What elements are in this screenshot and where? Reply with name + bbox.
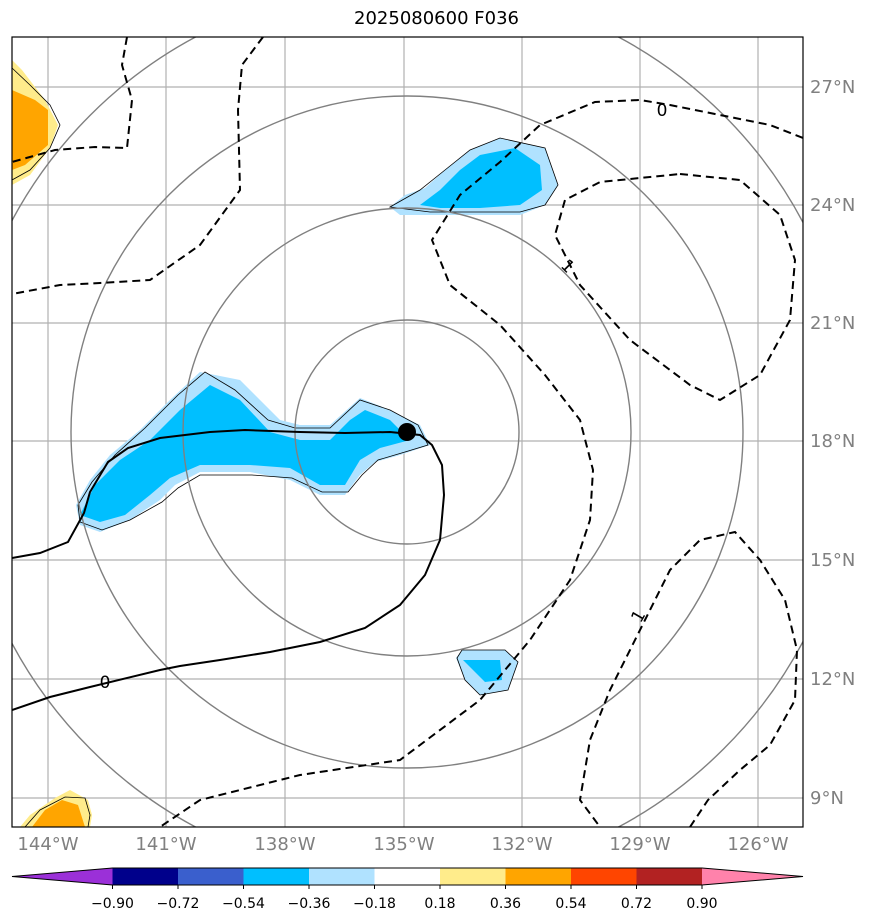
colorbar-tick-label: −0.72 <box>157 896 200 912</box>
lon-tick-label: 129°W <box>609 834 670 855</box>
colorbar-tick-label: 0.18 <box>424 896 455 912</box>
lon-axis: 144°W 141°W 138°W 135°W 132°W 129°W 126°… <box>17 834 788 855</box>
colorbar-ticks: −0.90 −0.72 −0.54 −0.36 −0.18 0.18 0.36 … <box>91 896 718 912</box>
dashed-contours <box>12 37 803 827</box>
colorbar-tick-label: −0.54 <box>222 896 265 912</box>
lat-tick-label: 18°N <box>810 431 855 452</box>
colorbar-segment <box>571 868 637 885</box>
colorbar-segment <box>112 868 179 885</box>
lat-tick-label: 9°N <box>810 788 844 809</box>
colorbar-segment <box>636 868 703 885</box>
lon-tick-label: 126°W <box>727 834 788 855</box>
lat-tick-label: 15°N <box>810 550 855 571</box>
colorbar-segment <box>374 868 441 885</box>
colorbar-tick-label: 0.72 <box>621 896 652 912</box>
colorbar-tick-label: −0.18 <box>353 896 396 912</box>
colorbar-segment <box>505 868 572 885</box>
lat-tick-label: 24°N <box>810 195 855 216</box>
lat-tick-label: 27°N <box>810 77 855 98</box>
contour-label: 0 <box>100 673 111 693</box>
contour-label: 0 <box>657 101 668 121</box>
colorbar-segment <box>243 868 310 885</box>
colorbar-segment <box>178 868 244 885</box>
map-title: 2025080600 F036 <box>354 8 519 29</box>
lon-tick-label: 132°W <box>491 834 552 855</box>
map-area: 0 1 1 0 <box>12 37 803 827</box>
colorbar <box>11 867 804 889</box>
lon-tick-label: 141°W <box>135 834 196 855</box>
storm-center-marker <box>398 423 416 441</box>
lon-tick-label: 135°W <box>373 834 434 855</box>
colorbar-tick-label: 0.90 <box>686 896 717 912</box>
map-frame <box>11 36 804 828</box>
solid-contour <box>12 428 446 711</box>
colorbar-tick-label: −0.36 <box>288 896 331 912</box>
fill-positive-top-left-core <box>12 90 48 170</box>
colorbar-extend-high <box>702 868 803 885</box>
colorbar-tick-label: 0.36 <box>490 896 521 912</box>
lat-tick-label: 21°N <box>810 313 855 334</box>
colorbar-segment <box>309 868 375 885</box>
colorbar-segment <box>440 868 506 885</box>
lat-tick-label: 12°N <box>810 669 855 690</box>
colorbar-tick-label: 0.54 <box>555 896 586 912</box>
colorbar-extend-low <box>12 868 113 885</box>
lon-tick-label: 144°W <box>17 834 78 855</box>
contour-label: 1 <box>627 607 650 626</box>
lat-axis: 27°N 24°N 21°N 18°N 15°N 12°N 9°N <box>810 77 855 809</box>
lon-tick-label: 138°W <box>254 834 315 855</box>
colorbar-tick-label: −0.90 <box>91 896 134 912</box>
